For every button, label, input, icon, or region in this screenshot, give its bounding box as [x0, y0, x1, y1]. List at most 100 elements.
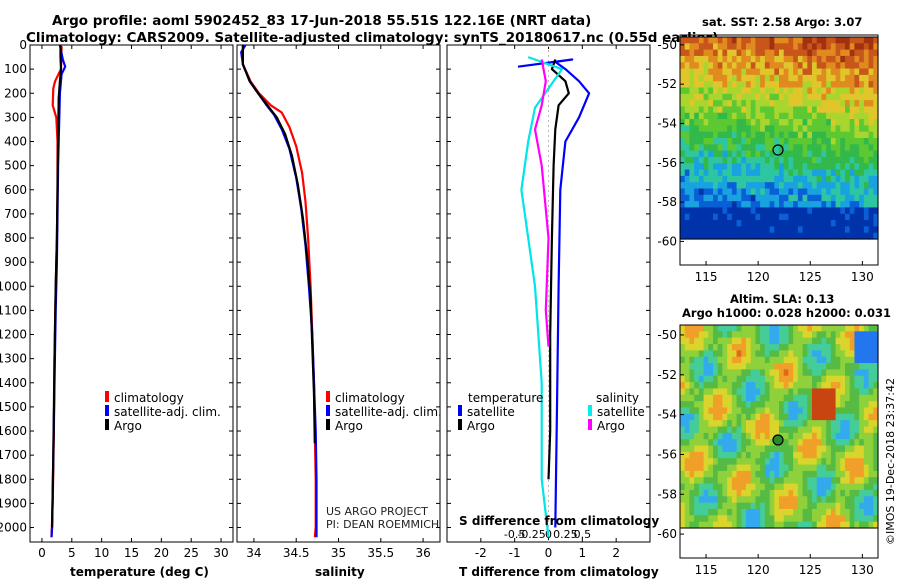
sst-cell [797, 125, 804, 133]
sla-cell [868, 521, 874, 529]
sla-cell [873, 325, 879, 332]
sst-cell [774, 201, 780, 209]
sla-cell [741, 489, 747, 497]
sla-cell [830, 350, 837, 358]
sla-cell [722, 426, 728, 434]
sla-cell [830, 451, 837, 459]
sst-cell [731, 131, 738, 139]
sla-cell [859, 521, 865, 529]
sla-cell [722, 432, 728, 440]
sla-cell [840, 388, 846, 396]
sst-cell [793, 74, 799, 82]
sla-cell [797, 413, 804, 421]
sst-cell [821, 175, 827, 183]
sst-cell [868, 37, 874, 44]
sla-cell [816, 496, 823, 504]
sst-cell [845, 175, 851, 183]
sst-cell [694, 182, 700, 190]
sla-cell [797, 407, 804, 415]
sla-cell [830, 401, 837, 409]
sst-cell [755, 201, 761, 209]
sst-cell [750, 87, 757, 95]
sst-cell [849, 55, 856, 63]
sst-cell [793, 156, 799, 164]
sst-cell [774, 74, 780, 82]
sst-cell [760, 207, 766, 215]
sst-cell [830, 131, 837, 139]
sla-cell [873, 413, 879, 421]
sla-cell [760, 464, 766, 472]
sst-cell [684, 201, 691, 209]
x-tick-label: 0 [38, 546, 46, 560]
sst-cell [873, 138, 879, 145]
sla-cell [859, 496, 865, 504]
sst-cell [802, 220, 808, 227]
sla-cell [854, 483, 860, 491]
sla-cell [797, 496, 804, 504]
sla-cell [708, 331, 714, 339]
sla-cell [826, 337, 832, 345]
sst-cell [812, 68, 818, 76]
sla-cell [793, 451, 799, 459]
sla-cell [731, 464, 738, 472]
sla-cell [793, 350, 799, 358]
sla-cell [793, 521, 799, 529]
sla-cell [783, 363, 790, 370]
sst-cell [736, 106, 742, 114]
sla-cell [873, 489, 879, 497]
sla-cell [755, 413, 761, 421]
sst-cell [703, 43, 709, 51]
sla-cell [755, 496, 761, 504]
sla-cell [708, 325, 714, 332]
sst-cell [727, 207, 733, 215]
sst-cell [680, 175, 686, 183]
sst-cell [755, 87, 761, 95]
sla-cell [731, 337, 738, 345]
sst-cell [722, 138, 728, 145]
sst-cell [750, 144, 757, 152]
sst-cell [689, 213, 695, 221]
sla-cell [816, 521, 823, 529]
sla-cell [868, 458, 874, 466]
sst-cell [722, 144, 728, 152]
sla-cell [764, 382, 771, 390]
sla-cell [807, 388, 813, 396]
sst-cell [708, 43, 714, 51]
sst-cell [816, 68, 823, 76]
sla-cell [750, 496, 757, 504]
sst-cell [788, 62, 794, 70]
sla-cell [816, 483, 823, 491]
sla-cell [727, 432, 733, 440]
sst-cell [802, 226, 808, 234]
sst-cell [783, 169, 790, 177]
sst-cell [859, 62, 865, 70]
sst-cell [717, 169, 724, 177]
sst-cell [731, 68, 738, 76]
sst-cell [807, 81, 813, 89]
sst-cell [807, 182, 813, 190]
sst-cell [736, 112, 742, 120]
sst-cell [731, 93, 738, 101]
sst-cell [746, 169, 752, 177]
sla-cell [821, 388, 827, 396]
sst-cell [741, 213, 747, 221]
sla-cell [755, 375, 761, 383]
sla-cell [764, 489, 771, 497]
sst-cell [774, 163, 780, 171]
sst-cell [689, 138, 695, 145]
sla-cell [816, 432, 823, 440]
sst-cell [830, 112, 837, 120]
sla-cell [826, 356, 832, 364]
sla-cell [830, 325, 837, 332]
sst-cell [694, 144, 700, 152]
sla-cell [873, 344, 879, 351]
sla-cell [703, 464, 709, 472]
sla-cell [797, 483, 804, 491]
sst-cell [826, 37, 832, 44]
sla-cell [722, 369, 728, 377]
sst-cell [835, 163, 841, 171]
sst-cell [755, 93, 761, 101]
sst-cell [863, 93, 870, 101]
sst-cell [802, 163, 808, 171]
sla-cell [835, 426, 841, 434]
